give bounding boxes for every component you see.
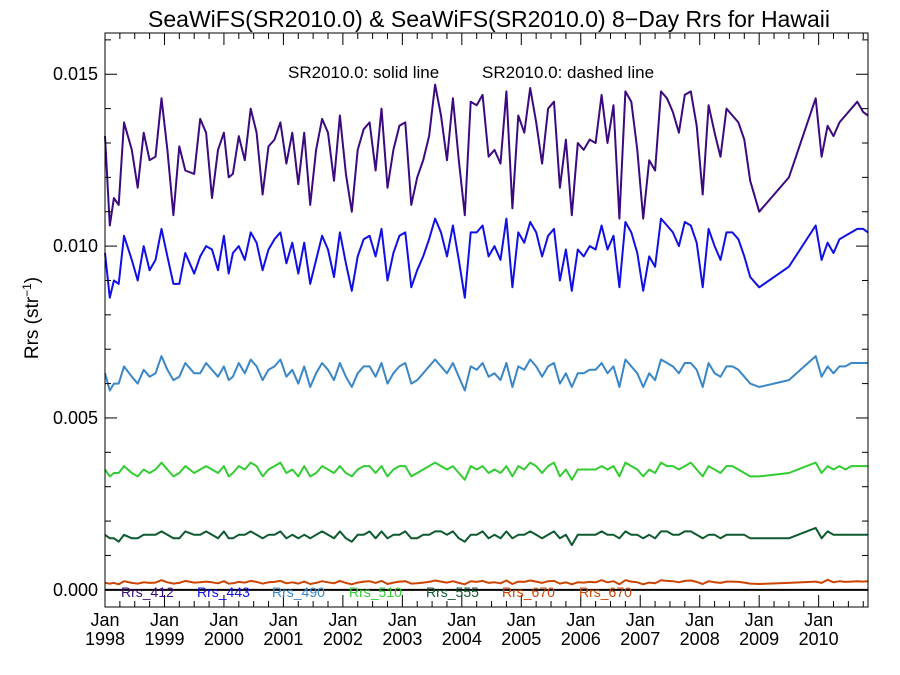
x-tick-month-label: Jan <box>626 610 655 630</box>
x-tick-year-label: 2002 <box>323 629 363 649</box>
x-tick-year-label: 2006 <box>561 629 601 649</box>
x-tick-month-label: Jan <box>90 610 119 630</box>
axes: 0.0000.0050.0100.015Jan1998Jan1999Jan200… <box>53 32 869 649</box>
plot-frame <box>104 32 869 608</box>
chart-title: SeaWiFS(SR2010.0) & SeaWiFS(SR2010.0) 8−… <box>148 6 830 32</box>
y-tick-label: 0.005 <box>53 408 98 428</box>
annotation-dashed-line: SR2010.0: dashed line <box>482 63 654 82</box>
x-tick-year-label: 2007 <box>620 629 660 649</box>
series-line-rrs_510-3 <box>104 461 868 481</box>
x-tick-month-label: Jan <box>388 610 417 630</box>
x-tick-month-label: Jan <box>507 610 536 630</box>
y-axis-label-main: Rrs (str <box>22 296 43 359</box>
x-tick-year-label: 2010 <box>799 629 839 649</box>
x-tick-month-label: Jan <box>745 610 774 630</box>
series-layer <box>104 83 869 586</box>
x-tick-year-label: 2008 <box>680 629 720 649</box>
legend-entry-rrs_510: Rrs_510 <box>349 584 402 600</box>
x-tick-month-label: Jan <box>804 610 833 630</box>
x-tick-month-label: Jan <box>685 610 714 630</box>
legend-entry-rrs_670: Rrs_670 <box>579 584 632 600</box>
legend-entry-rrs_490: Rrs_490 <box>272 584 325 600</box>
series-line-rrs_670-5 <box>104 578 869 586</box>
legend-entry-rrs_555: Rrs_555 <box>426 584 479 600</box>
x-tick-year-label: 2009 <box>739 629 779 649</box>
x-tick-year-label: 2000 <box>204 629 244 649</box>
y-axis-label: Rrs (str−1) <box>20 277 43 359</box>
x-tick-month-label: Jan <box>328 610 357 630</box>
y-tick-label: 0.010 <box>53 236 98 256</box>
legend: Rrs_412 Rrs_443 Rrs_490 Rrs_510 Rrs_555 Rrs_6… <box>121 584 632 600</box>
x-tick-year-label: 2001 <box>263 629 303 649</box>
series-line-rrs_412-0 <box>104 83 869 227</box>
x-tick-year-label: 2003 <box>382 629 422 649</box>
series-line-rrs_443-1 <box>104 217 869 299</box>
series-line-rrs_490-2 <box>104 355 868 392</box>
y-axis-label-exponent: −1 <box>20 283 34 297</box>
series-line-rrs_555-4 <box>104 526 868 547</box>
y-tick-label: 0.000 <box>53 580 98 600</box>
x-tick-month-label: Jan <box>566 610 595 630</box>
y-tick-label: 0.015 <box>53 64 98 84</box>
annotation-solid-line: SR2010.0: solid line <box>288 63 439 82</box>
x-tick-year-label: 2005 <box>501 629 541 649</box>
x-tick-month-label: Jan <box>269 610 298 630</box>
legend-entry-rrs_412: Rrs_412 <box>121 584 174 600</box>
y-axis-label-close: ) <box>22 277 43 283</box>
x-tick-month-label: Jan <box>209 610 238 630</box>
x-tick-year-label: 1999 <box>144 629 184 649</box>
x-tick-month-label: Jan <box>447 610 476 630</box>
x-tick-year-label: 1998 <box>85 629 125 649</box>
legend-entry-rrs_670: Rrs_670 <box>502 584 555 600</box>
x-tick-month-label: Jan <box>150 610 179 630</box>
x-tick-year-label: 2004 <box>442 629 482 649</box>
legend-entry-rrs_443: Rrs_443 <box>197 584 250 600</box>
